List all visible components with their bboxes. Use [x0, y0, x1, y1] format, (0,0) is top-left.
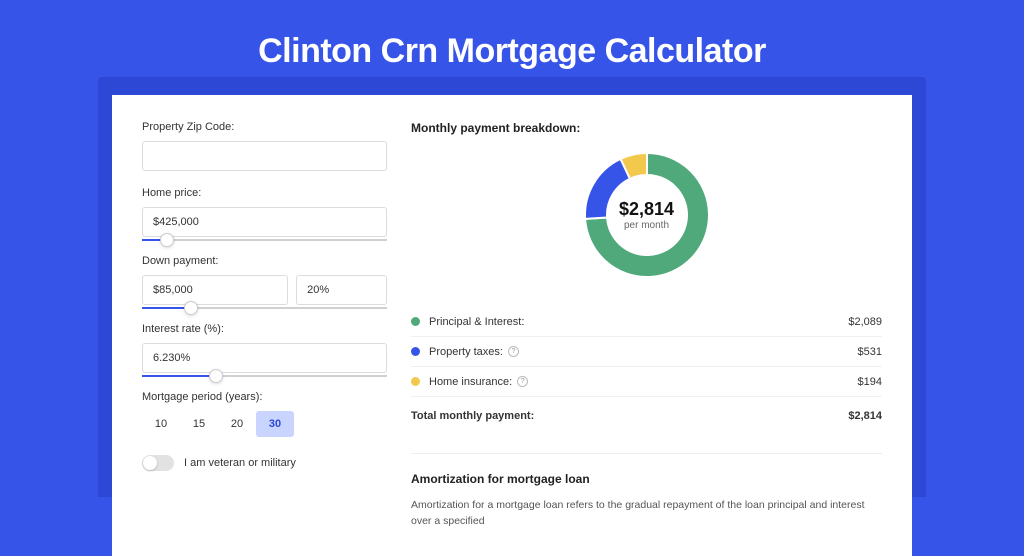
veteran-row: I am veteran or military: [142, 455, 387, 471]
home-price-group: Home price:: [142, 187, 387, 241]
info-icon[interactable]: ?: [517, 376, 528, 387]
slider-thumb[interactable]: [160, 233, 174, 247]
donut-amount: $2,814: [619, 199, 674, 220]
period-options: 10152030: [142, 411, 387, 437]
legend-list: Principal & Interest:$2,089Property taxe…: [411, 307, 882, 397]
period-option-30[interactable]: 30: [256, 411, 294, 437]
interest-rate-slider[interactable]: [142, 375, 387, 377]
info-icon[interactable]: ?: [508, 346, 519, 357]
interest-rate-input[interactable]: [142, 343, 387, 373]
period-group: Mortgage period (years): 10152030: [142, 391, 387, 437]
down-payment-group: Down payment:: [142, 255, 387, 309]
veteran-toggle[interactable]: [142, 455, 174, 471]
total-label: Total monthly payment:: [411, 410, 848, 422]
down-payment-slider[interactable]: [142, 307, 387, 309]
legend-dot: [411, 347, 420, 356]
amortization-section: Amortization for mortgage loan Amortizat…: [411, 453, 882, 530]
donut-chart-wrap: $2,814 per month: [411, 151, 882, 279]
card-container: Property Zip Code: Home price: Down paym…: [112, 95, 912, 556]
interest-rate-group: Interest rate (%):: [142, 323, 387, 377]
calculator-card: Property Zip Code: Home price: Down paym…: [112, 95, 912, 556]
donut-sub: per month: [619, 220, 674, 231]
period-option-15[interactable]: 15: [180, 411, 218, 437]
legend-row: Property taxes:?$531: [411, 337, 882, 367]
slider-thumb[interactable]: [209, 369, 223, 383]
down-payment-percent-input[interactable]: [296, 275, 387, 305]
home-price-label: Home price:: [142, 187, 387, 199]
slider-fill: [142, 375, 216, 377]
legend-value: $2,089: [848, 316, 882, 328]
slider-thumb[interactable]: [184, 301, 198, 315]
legend-dot: [411, 317, 420, 326]
breakdown-title: Monthly payment breakdown:: [411, 121, 882, 135]
legend-total-row: Total monthly payment: $2,814: [411, 401, 882, 431]
down-payment-label: Down payment:: [142, 255, 387, 267]
legend-value: $531: [858, 346, 882, 358]
toggle-knob: [143, 456, 157, 470]
down-payment-input[interactable]: [142, 275, 288, 305]
zip-field-group: Property Zip Code:: [142, 121, 387, 173]
results-column: Monthly payment breakdown: $2,814 per mo…: [411, 121, 882, 530]
period-option-10[interactable]: 10: [142, 411, 180, 437]
home-price-input[interactable]: [142, 207, 387, 237]
legend-label: Principal & Interest:: [429, 316, 848, 328]
amortization-text: Amortization for a mortgage loan refers …: [411, 498, 882, 530]
donut-center: $2,814 per month: [619, 199, 674, 231]
legend-label: Home insurance:?: [429, 376, 858, 388]
legend-label: Property taxes:?: [429, 346, 858, 358]
form-column: Property Zip Code: Home price: Down paym…: [142, 121, 387, 530]
donut-chart: $2,814 per month: [583, 151, 711, 279]
legend-dot: [411, 377, 420, 386]
total-value: $2,814: [848, 410, 882, 422]
period-label: Mortgage period (years):: [142, 391, 387, 403]
legend-value: $194: [858, 376, 882, 388]
veteran-label: I am veteran or military: [184, 457, 296, 469]
interest-rate-label: Interest rate (%):: [142, 323, 387, 335]
legend-row: Principal & Interest:$2,089: [411, 307, 882, 337]
amortization-title: Amortization for mortgage loan: [411, 472, 882, 486]
period-option-20[interactable]: 20: [218, 411, 256, 437]
zip-label: Property Zip Code:: [142, 121, 387, 133]
zip-input[interactable]: [142, 141, 387, 171]
home-price-slider[interactable]: [142, 239, 387, 241]
legend-row: Home insurance:?$194: [411, 367, 882, 397]
